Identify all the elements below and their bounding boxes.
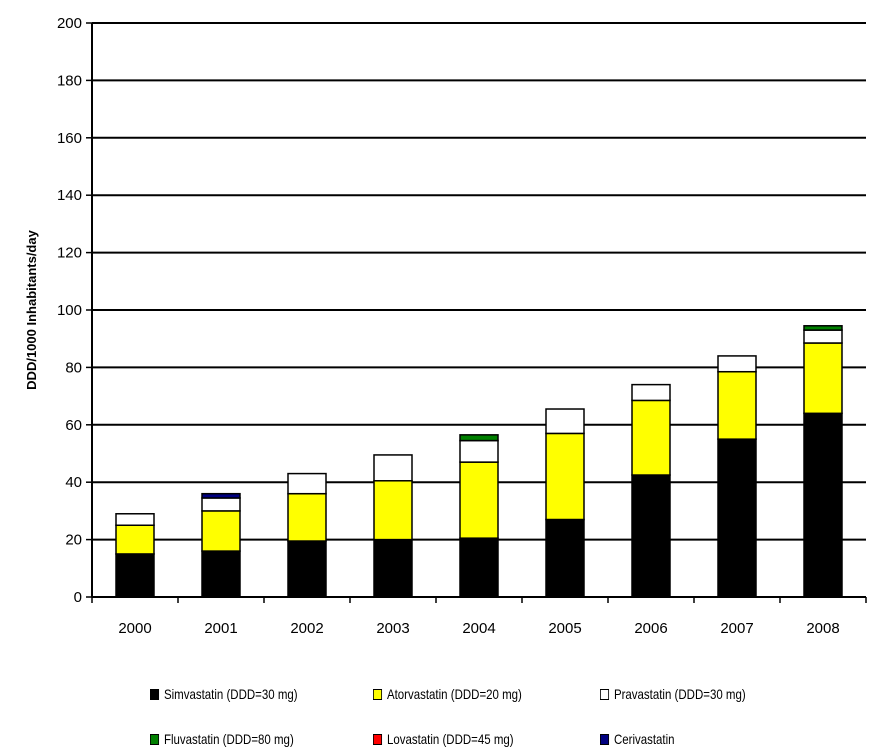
bar-segment-2007 [717, 355, 757, 373]
x-tick-label: 2006 [634, 620, 667, 637]
y-tick-label: 40 [65, 474, 82, 491]
bar-segment-2000 [115, 513, 155, 527]
bar-segment-2003 [373, 454, 413, 482]
bar-segment-2007 [717, 438, 757, 598]
bar-segment-2008 [803, 329, 843, 344]
bar-segment-2002 [287, 472, 327, 495]
bar-segment-2001 [201, 510, 241, 552]
bar-segment-2004 [459, 461, 499, 539]
x-tick-label: 2005 [548, 620, 581, 637]
bar-segment-2005 [545, 432, 585, 521]
bar-segment-2000 [115, 524, 155, 555]
y-tick-label: 180 [57, 72, 82, 89]
bar-segment-2006 [631, 474, 671, 598]
x-tick-label: 2003 [376, 620, 409, 637]
y-tick-label: 0 [74, 589, 82, 606]
bar-segment-2003 [373, 480, 413, 541]
y-tick-label: 200 [57, 15, 82, 32]
x-tick-label: 2004 [462, 620, 495, 637]
bar-segment-2007 [717, 370, 757, 440]
bar-segment-2002 [287, 540, 327, 598]
y-tick-label: 140 [57, 187, 82, 204]
bar-segment-2005 [545, 518, 585, 598]
x-tick-label: 2008 [806, 620, 839, 637]
bar-segment-2006 [631, 383, 671, 402]
y-tick-label: 60 [65, 417, 82, 434]
bar-segment-2006 [631, 399, 671, 476]
y-tick-label: 160 [57, 130, 82, 147]
y-tick-label: 120 [57, 245, 82, 262]
bar-segment-2001 [201, 497, 241, 512]
x-tick-label: 2002 [290, 620, 323, 637]
bar-segment-2002 [287, 492, 327, 542]
bar-segment-2008 [803, 342, 843, 415]
y-tick-label: 100 [57, 302, 82, 319]
axes: 0 20 40 60 80 100 120 140 160 180 200 2000 2001 2002 2… [57, 15, 867, 637]
gridlines [92, 22, 866, 541]
bar-segment-2004 [459, 434, 499, 442]
bar-segment-2008 [803, 325, 843, 331]
bar-segment-2004 [459, 537, 499, 598]
bar-segment-2001 [201, 550, 241, 598]
x-tick-label: 2001 [204, 620, 237, 637]
bar-segment-2008 [803, 412, 843, 598]
bar-segment-2004 [459, 439, 499, 463]
x-tick-label: 2007 [720, 620, 753, 637]
bar-segment-2003 [373, 538, 413, 598]
bar-segment-2005 [545, 408, 585, 435]
y-tick-label: 80 [65, 359, 82, 376]
y-axis-title: DDD/1000 Inhabitants/day [24, 229, 39, 389]
y-tick-label: 20 [65, 532, 82, 549]
bars [115, 325, 843, 598]
x-tick-label: 2000 [118, 620, 151, 637]
bar-segment-2001 [201, 492, 241, 499]
bar-segment-2000 [115, 553, 155, 598]
